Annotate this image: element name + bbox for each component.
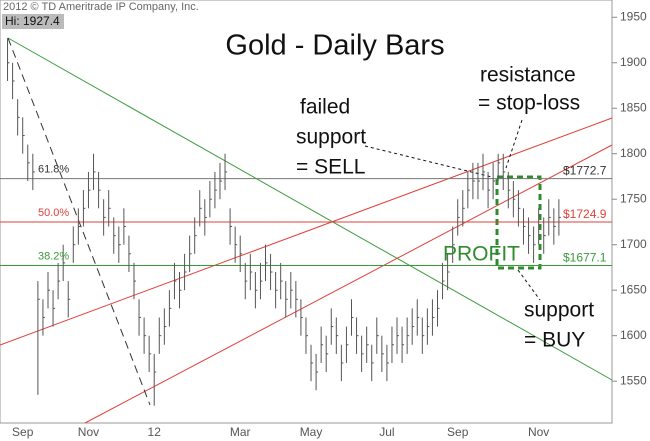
hi-box bbox=[2, 14, 64, 29]
copyright: 2012 © TD Ameritrade IP Company, Inc. bbox=[3, 1, 199, 13]
level-label: $1724.9 bbox=[563, 207, 607, 221]
x-tick-label: May bbox=[300, 425, 323, 439]
x-tick-label: Jul bbox=[379, 425, 394, 439]
x-tick-label: Nov bbox=[528, 425, 549, 439]
y-tick-label: 1650 bbox=[620, 282, 647, 296]
annotation: resistance bbox=[480, 64, 576, 87]
annotation: support bbox=[296, 126, 366, 149]
y-tick-label: 1750 bbox=[620, 191, 647, 205]
level-label: $1772.7 bbox=[563, 164, 607, 178]
bars bbox=[7, 38, 561, 406]
x-tick-label: Mar bbox=[230, 425, 251, 439]
hi-label: Hi: 1927.4 bbox=[5, 14, 60, 28]
level-name: 50.0% bbox=[38, 207, 69, 219]
arrow bbox=[505, 119, 523, 169]
annotation: = BUY bbox=[524, 329, 585, 352]
y-tick-label: 1700 bbox=[620, 237, 647, 251]
trendlines bbox=[0, 37, 613, 424]
y-tick-label: 1950 bbox=[620, 9, 647, 23]
y-tick-label: 1850 bbox=[620, 100, 647, 114]
y-tick-label: 1600 bbox=[620, 328, 647, 342]
annotation: failed bbox=[300, 96, 350, 119]
y-tick-label: 1800 bbox=[620, 146, 647, 160]
trendline bbox=[84, 144, 613, 424]
annotation: = stop-loss bbox=[478, 92, 580, 115]
level-name: 38.2% bbox=[38, 250, 69, 262]
level-label: $1677.1 bbox=[563, 251, 607, 265]
x-tick-label: Sep bbox=[447, 425, 469, 439]
trendline bbox=[7, 37, 613, 381]
chart-title: Gold - Daily Bars bbox=[225, 30, 444, 62]
arrow bbox=[517, 269, 541, 301]
y-tick-label: 1900 bbox=[620, 55, 647, 69]
x-tick-label: Nov bbox=[78, 425, 99, 439]
annotation: PROFIT bbox=[443, 243, 520, 266]
arrow bbox=[364, 145, 493, 178]
y-tick-label: 1550 bbox=[620, 373, 647, 387]
level-name: 61.8% bbox=[38, 163, 69, 175]
x-tick-label: 12 bbox=[148, 425, 162, 439]
trendline bbox=[7, 37, 151, 406]
annotation: = SELL bbox=[296, 156, 365, 179]
annotation: support bbox=[524, 299, 594, 322]
x-tick-label: Sep bbox=[12, 425, 34, 439]
